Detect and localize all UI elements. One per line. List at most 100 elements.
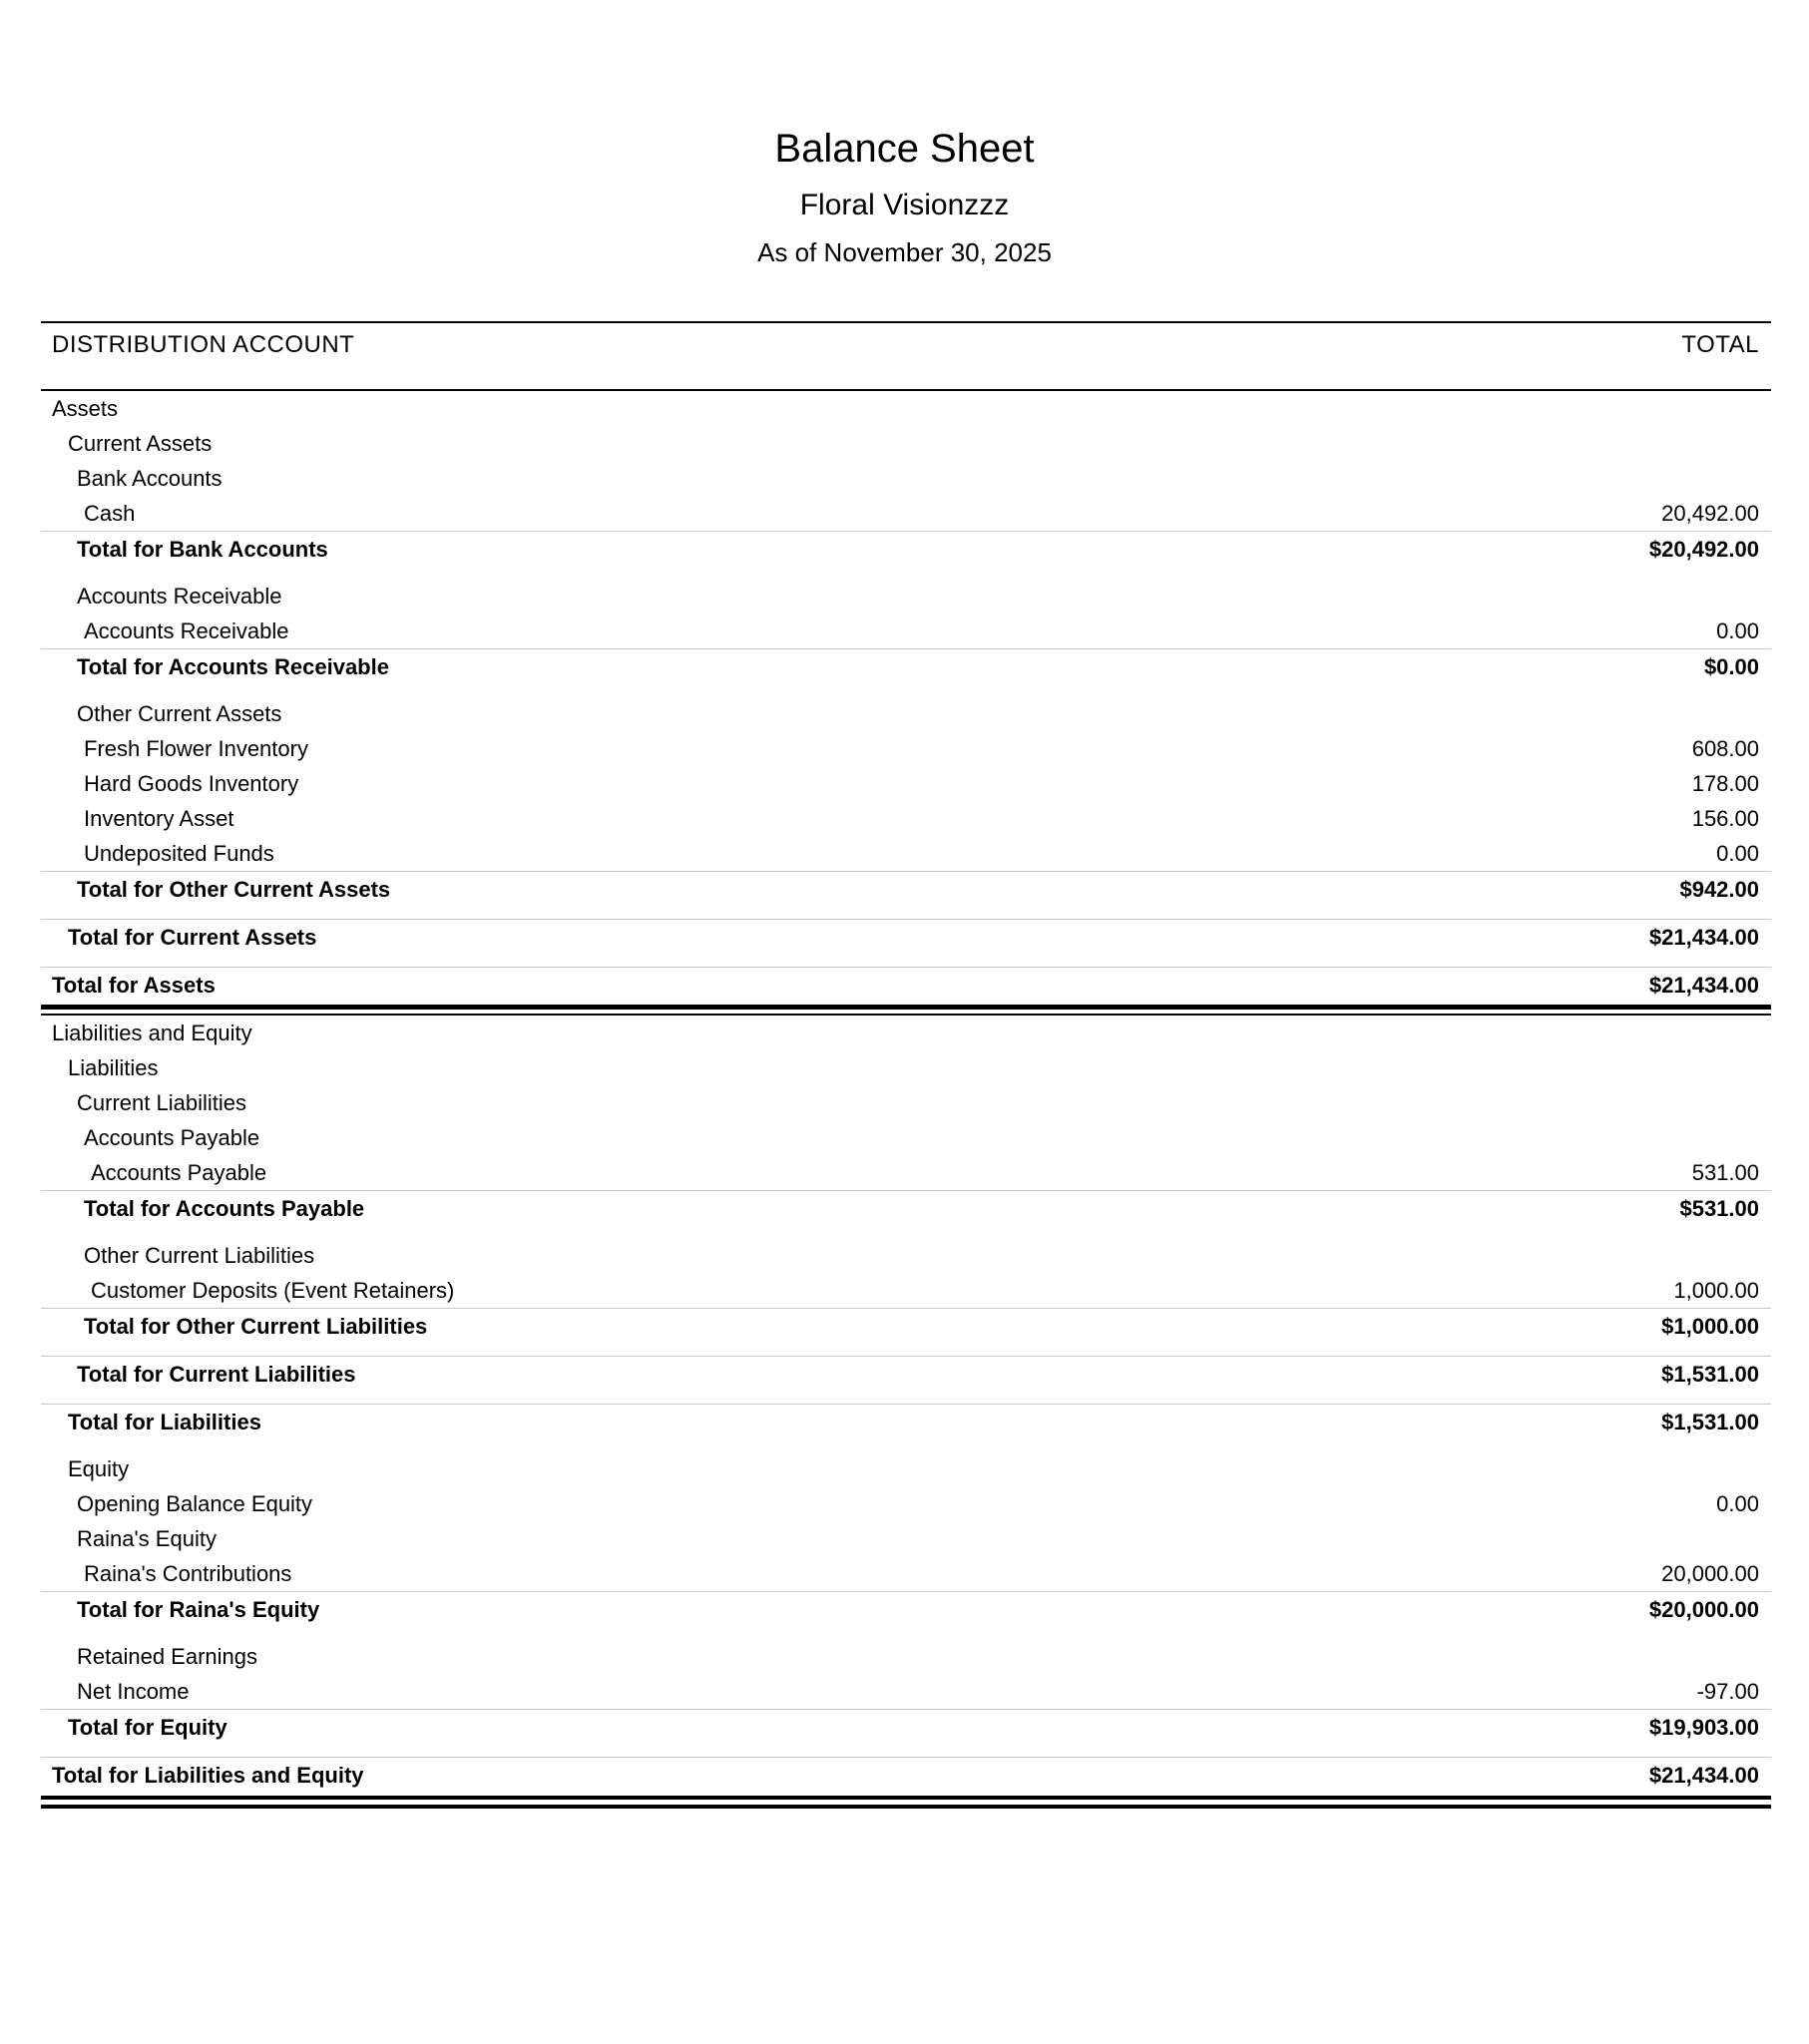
row-label: Total for Other Current Assets	[77, 877, 391, 902]
row-value: 1,000.00	[1673, 1278, 1759, 1303]
row-value: $20,000.00	[1648, 1597, 1759, 1622]
report-row: Inventory Asset 156.00	[41, 801, 1771, 836]
row-label: Retained Earnings	[77, 1644, 258, 1669]
report-row: Opening Balance Equity 0.00	[41, 1486, 1771, 1521]
row-label: Other Current Liabilities	[84, 1243, 315, 1268]
report-date: As of November 30, 2025	[757, 237, 1052, 267]
row-value: 156.00	[1691, 806, 1759, 831]
row-label: Inventory Asset	[84, 806, 234, 831]
row-value: 20,000.00	[1661, 1561, 1759, 1586]
row-label: Total for Raina's Equity	[77, 1597, 320, 1622]
row-label: Opening Balance Equity	[77, 1491, 313, 1516]
row-label: Cash	[84, 501, 136, 526]
row-label: Assets	[52, 396, 119, 421]
report-row: Undeposited Funds 0.00	[41, 836, 1771, 871]
report-row: Bank Accounts	[41, 461, 1771, 496]
report-row: Total for Current Assets $21,434.00	[41, 919, 1771, 955]
row-value: $19,903.00	[1648, 1715, 1759, 1740]
report-row: Other Current Assets	[41, 696, 1771, 731]
report-row: Equity	[41, 1451, 1771, 1486]
report-row: Net Income -97.00	[41, 1674, 1771, 1709]
row-value: $21,434.00	[1648, 925, 1759, 950]
report-row: Customer Deposits (Event Retainers) 1,000…	[41, 1273, 1771, 1308]
report-row: Raina's Contributions 20,000.00	[41, 1556, 1771, 1591]
row-label: Undeposited Funds	[84, 841, 274, 866]
row-label: Accounts Receivable	[77, 584, 282, 609]
row-value: $0.00	[1703, 654, 1759, 679]
row-label: Liabilities and Equity	[52, 1021, 252, 1045]
section-divider	[41, 1005, 1771, 1016]
row-label: Total for Accounts Receivable	[77, 654, 389, 679]
report-row: Retained Earnings	[41, 1639, 1771, 1674]
row-label: Net Income	[77, 1679, 190, 1704]
report-row: Total for Liabilities $1,531.00	[41, 1404, 1771, 1439]
row-label: Fresh Flower Inventory	[84, 736, 308, 761]
report-row: Accounts Payable	[41, 1120, 1771, 1155]
report-header: Balance Sheet Floral Visionzzz As of Nov…	[0, 126, 1809, 267]
row-value: $942.00	[1679, 877, 1759, 902]
row-value: -97.00	[1696, 1679, 1759, 1704]
row-value: 0.00	[1716, 618, 1759, 643]
row-label: Raina's Contributions	[84, 1561, 292, 1586]
row-value: $20,492.00	[1648, 537, 1759, 562]
report-row: Assets	[41, 391, 1771, 426]
row-label: Accounts Payable	[91, 1160, 267, 1185]
table-header-row: DISTRIBUTION ACCOUNT TOTAL	[41, 321, 1771, 391]
report-row: Total for Equity $19,903.00	[41, 1709, 1771, 1745]
row-label: Accounts Payable	[84, 1125, 260, 1150]
row-label: Total for Equity	[68, 1715, 227, 1740]
row-label: Total for Liabilities and Equity	[52, 1763, 364, 1788]
report-row: Total for Raina's Equity $20,000.00	[41, 1591, 1771, 1627]
report-row: Accounts Payable 531.00	[41, 1155, 1771, 1190]
row-label: Equity	[68, 1456, 130, 1481]
report-row: Total for Accounts Receivable $0.00	[41, 648, 1771, 684]
row-label: Total for Accounts Payable	[84, 1196, 365, 1221]
row-value: 20,492.00	[1661, 501, 1759, 526]
report-row: Hard Goods Inventory 178.00	[41, 766, 1771, 801]
row-value: 178.00	[1691, 771, 1759, 796]
row-label: Other Current Assets	[77, 701, 282, 726]
section-divider	[41, 1796, 1771, 1809]
report-row: Liabilities	[41, 1050, 1771, 1085]
row-value: $1,531.00	[1661, 1362, 1759, 1387]
report-row: Raina's Equity	[41, 1521, 1771, 1556]
row-value: 0.00	[1716, 841, 1759, 866]
report-row: Fresh Flower Inventory 608.00	[41, 731, 1771, 766]
row-value: 608.00	[1691, 736, 1759, 761]
column-header-total: TOTAL	[1681, 331, 1759, 358]
row-label: Total for Current Liabilities	[77, 1362, 356, 1387]
report-row: Total for Bank Accounts $20,492.00	[41, 531, 1771, 567]
column-header-account: DISTRIBUTION ACCOUNT	[52, 331, 355, 358]
row-label: Current Liabilities	[77, 1090, 246, 1115]
row-label: Total for Assets	[52, 973, 216, 998]
report-row: Accounts Receivable 0.00	[41, 613, 1771, 648]
row-value: $1,000.00	[1661, 1314, 1759, 1339]
report-row: Other Current Liabilities	[41, 1238, 1771, 1273]
row-value: 531.00	[1691, 1160, 1759, 1185]
report-row: Current Liabilities	[41, 1085, 1771, 1120]
row-label: Total for Current Assets	[68, 925, 317, 950]
row-value: 0.00	[1716, 1491, 1759, 1516]
report-row: Total for Accounts Payable $531.00	[41, 1190, 1771, 1226]
page-title: Balance Sheet	[774, 127, 1035, 171]
row-value: $21,434.00	[1648, 1763, 1759, 1788]
report-row: Total for Other Current Assets $942.00	[41, 871, 1771, 907]
report-row: Accounts Receivable	[41, 579, 1771, 613]
report-row: Current Assets	[41, 426, 1771, 461]
row-value: $1,531.00	[1661, 1410, 1759, 1434]
row-label: Accounts Receivable	[84, 618, 289, 643]
report-row: Total for Liabilities and Equity $21,434.…	[41, 1757, 1771, 1793]
row-value: $531.00	[1679, 1196, 1759, 1221]
row-label: Liabilities	[68, 1055, 159, 1080]
report-row: Liabilities and Equity	[41, 1016, 1771, 1050]
report-row: Cash 20,492.00	[41, 496, 1771, 531]
row-label: Customer Deposits (Event Retainers)	[91, 1278, 455, 1303]
row-label: Bank Accounts	[77, 466, 223, 491]
report-row: Total for Current Liabilities $1,531.00	[41, 1356, 1771, 1392]
row-label: Total for Other Current Liabilities	[84, 1314, 428, 1339]
row-label: Total for Bank Accounts	[77, 537, 328, 562]
row-label: Hard Goods Inventory	[84, 771, 299, 796]
balance-sheet-table: DISTRIBUTION ACCOUNT TOTAL Assets Current…	[41, 321, 1771, 1809]
row-label: Current Assets	[68, 431, 213, 456]
report-row: Total for Assets $21,434.00	[41, 967, 1771, 1003]
